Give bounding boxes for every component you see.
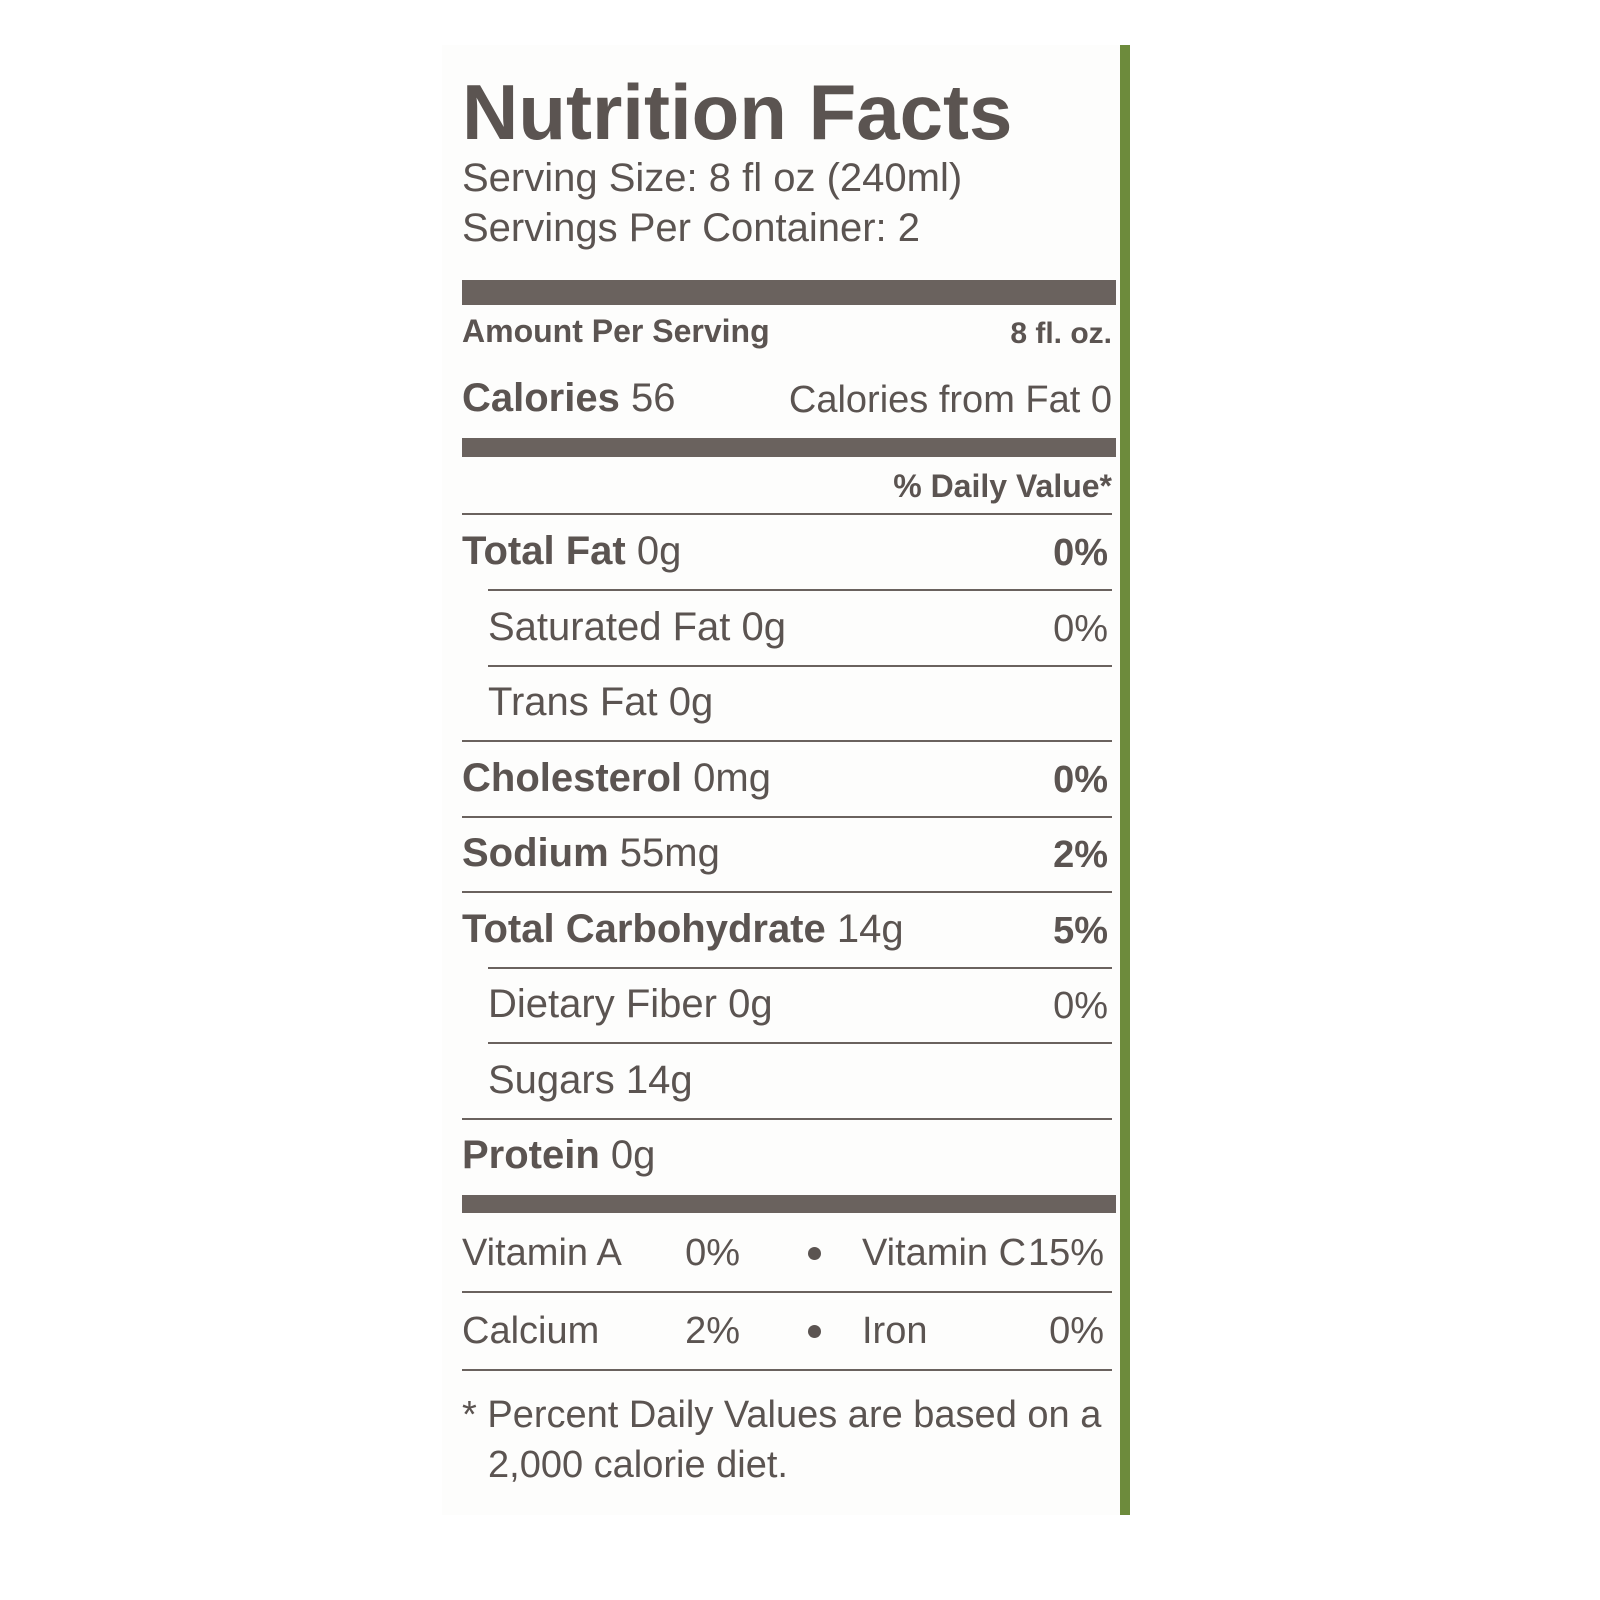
nutrient-name: Total Carbohydrate bbox=[462, 906, 826, 951]
nutrient-name: Sodium bbox=[462, 831, 609, 875]
vitamin-dv: 0% bbox=[685, 1232, 740, 1274]
nutrient-row: Sodium 55mg bbox=[462, 833, 720, 873]
rule bbox=[462, 891, 1112, 893]
bullet bbox=[808, 1325, 821, 1338]
nutrient-amount: 0g bbox=[741, 604, 787, 649]
thick-bar bbox=[462, 438, 1116, 457]
nutrient-row: Protein 0g bbox=[462, 1135, 655, 1175]
footnote: * Percent Daily Values are based on a 2,… bbox=[462, 1394, 1102, 1486]
nutrient-amount: 0g bbox=[636, 529, 682, 573]
rule bbox=[488, 664, 1112, 667]
bullet bbox=[808, 1247, 821, 1260]
daily-value: 0% bbox=[1053, 985, 1108, 1027]
rule bbox=[488, 589, 1112, 591]
calories-label: Calories bbox=[462, 376, 620, 420]
rule bbox=[488, 966, 1112, 969]
thick-bar bbox=[462, 280, 1116, 305]
calories-from-fat: Calories from Fat 0 bbox=[788, 379, 1112, 421]
nutrient-name: Trans Fat bbox=[488, 680, 658, 724]
nutrient-amount: 14g bbox=[625, 1057, 693, 1102]
amount-per-serving: Amount Per Serving bbox=[462, 313, 770, 349]
rule bbox=[462, 1117, 1112, 1120]
nutrient-amount: 0g bbox=[668, 680, 714, 724]
daily-value-header: % Daily Value* bbox=[893, 468, 1112, 504]
nutrient-name: Saturated Fat bbox=[488, 604, 731, 649]
vitamin-name: Calcium bbox=[462, 1310, 600, 1352]
nutrient-row: Sugars 14g bbox=[488, 1060, 693, 1100]
nutrient-amount: 14g bbox=[836, 906, 904, 951]
nutrient-amount: 0g bbox=[610, 1133, 656, 1177]
daily-value: 5% bbox=[1053, 909, 1108, 952]
title: Nutrition Facts bbox=[462, 68, 1013, 156]
rule bbox=[462, 513, 1112, 515]
nutrient-amount: 0mg bbox=[693, 755, 771, 800]
daily-value: 2% bbox=[1053, 834, 1108, 876]
nutrient-row: Trans Fat 0g bbox=[488, 682, 713, 722]
thick-bar bbox=[462, 1195, 1116, 1213]
nutrient-row: Dietary Fiber 0g bbox=[488, 984, 773, 1024]
nutrient-row: Total Fat 0g bbox=[462, 531, 681, 571]
daily-value: 0% bbox=[1053, 607, 1108, 650]
nutrient-name: Protein bbox=[462, 1133, 600, 1177]
vitamin-name: Vitamin C bbox=[862, 1232, 1027, 1274]
nutrient-row: Saturated Fat 0g bbox=[488, 607, 786, 647]
vitamin-dv: 2% bbox=[685, 1310, 740, 1352]
nutrient-amount: 55mg bbox=[619, 831, 720, 875]
nutrient-row: Cholesterol 0mg bbox=[462, 758, 771, 798]
vitamin-name: Vitamin A bbox=[462, 1232, 622, 1274]
rule bbox=[488, 1042, 1112, 1044]
servings-per-container: Servings Per Container: 2 bbox=[462, 206, 921, 250]
rule bbox=[462, 815, 1112, 818]
nutrient-name: Dietary Fiber bbox=[488, 982, 717, 1026]
daily-value: 0% bbox=[1053, 532, 1108, 574]
nutrient-name: Total Fat bbox=[462, 529, 626, 573]
nutrient-name: Cholesterol bbox=[462, 755, 683, 800]
calories: Calories 56 bbox=[462, 378, 675, 418]
serving-amount: 8 fl. oz. bbox=[1010, 317, 1112, 350]
vitamin-dv: 0% bbox=[1049, 1310, 1104, 1352]
nutrient-row: Total Carbohydrate 14g bbox=[462, 909, 904, 949]
vitamin-name: Iron bbox=[862, 1310, 928, 1352]
vitamin-dv: 15% bbox=[1027, 1232, 1104, 1274]
rule bbox=[462, 740, 1112, 742]
calories-value: 56 bbox=[630, 376, 676, 420]
daily-value: 0% bbox=[1053, 758, 1108, 801]
serving-size: Serving Size: 8 fl oz (240ml) bbox=[462, 156, 963, 200]
nutrient-amount: 0g bbox=[728, 982, 773, 1026]
package-edge bbox=[1120, 45, 1130, 1515]
rule bbox=[462, 1369, 1112, 1371]
rule bbox=[462, 1291, 1112, 1293]
nutrient-name: Sugars bbox=[488, 1057, 615, 1102]
